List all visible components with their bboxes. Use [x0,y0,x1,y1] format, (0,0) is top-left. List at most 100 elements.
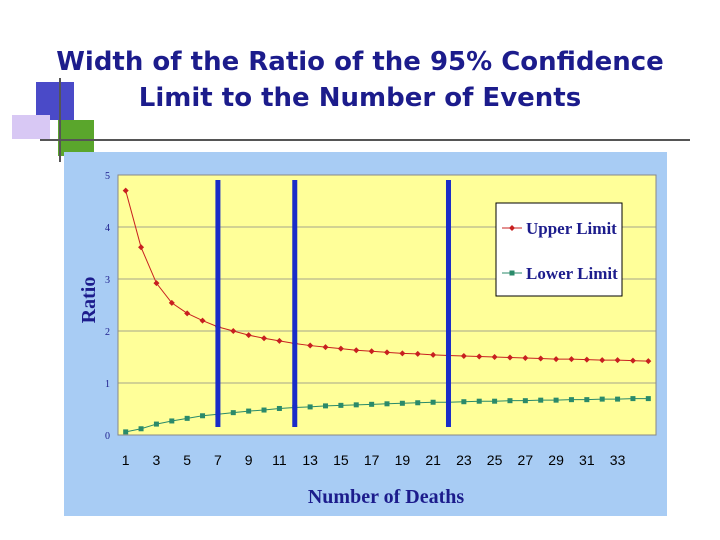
data-point-lower [645,396,651,402]
legend-box [495,202,623,297]
x-tick-label: 7 [214,452,222,468]
data-point-upper [368,348,375,355]
deco-blue-square [36,82,74,120]
x-tick-label: 3 [153,452,161,468]
x-tick-label: 17 [364,452,380,468]
data-point-upper [122,187,129,194]
data-point-upper [614,357,621,364]
data-point-lower [538,397,544,403]
deco-green-square [58,120,94,156]
data-point-lower [399,400,405,406]
x-tick-label: 5 [183,452,191,468]
data-point-lower [123,429,129,435]
x-tick-label: 29 [548,452,564,468]
data-point-upper [491,354,498,360]
data-point-upper [553,356,560,363]
x-tick-label: 1 [122,452,130,468]
data-point-lower [599,396,605,402]
deco-lavender-square [12,115,50,139]
x-tick-label: 13 [302,452,318,468]
y-axis-label: Ratio [78,277,100,324]
data-point-lower [584,397,590,403]
x-tick-label: 19 [395,452,411,468]
x-tick-label: 25 [487,452,503,468]
data-point-upper [276,337,283,344]
data-point-lower [384,401,390,407]
data-point-lower [138,426,144,432]
legend-label: Lower Limit [526,264,618,283]
data-point-upper [583,356,590,363]
x-tick-label: 23 [456,452,472,468]
legend-marker [509,225,515,231]
data-point-upper [322,344,329,351]
data-point-lower [476,398,482,404]
slide-title-line-2: Limit to the Number of Events [138,83,582,113]
data-point-upper [384,349,390,356]
data-point-lower [169,418,175,424]
data-point-upper [353,347,360,354]
data-point-upper [506,354,513,361]
x-tick-label: 27 [518,452,534,468]
data-point-upper [337,345,344,352]
data-point-lower [507,398,513,404]
data-point-lower [184,415,190,421]
data-point-lower [522,398,528,404]
y-tick-label: 0 [105,431,110,442]
data-point-upper [522,355,529,362]
x-axis-label: Number of Deaths [308,486,465,508]
data-point-upper [153,280,160,287]
data-point-upper [261,335,268,342]
data-point-upper [307,342,314,349]
legend-marker [509,270,515,276]
data-point-lower [369,401,375,407]
y-tick-label: 5 [105,171,110,182]
x-tick-label: 31 [579,452,595,468]
data-point-upper [399,350,406,357]
data-point-upper [629,357,636,364]
data-point-lower [353,402,359,408]
data-point-lower [338,402,344,408]
data-point-upper [599,357,606,364]
data-point-lower [615,396,621,402]
x-tick-label: 9 [245,452,253,468]
data-point-lower [461,399,467,405]
data-point-upper [568,356,575,363]
data-point-upper [138,244,145,251]
data-point-upper [199,317,206,324]
slide-title-line-1: Width of the Ratio of the 95% Confidence [56,47,664,77]
data-point-upper [245,332,252,339]
data-point-lower [307,404,313,410]
data-point-upper [184,310,191,317]
data-point-upper [414,350,421,357]
data-point-lower [200,413,206,419]
data-point-upper [537,355,544,362]
legend-label: Upper Limit [526,219,617,238]
x-tick-label: 21 [425,452,441,468]
x-tick-label: 33 [610,452,626,468]
x-tick-label: 11 [272,452,287,468]
data-point-upper [476,353,483,360]
data-point-lower [630,396,636,402]
data-point-lower [230,410,236,416]
y-tick-label: 4 [105,223,110,234]
data-point-lower [153,421,159,427]
data-point-lower [415,400,421,406]
data-point-lower [430,399,436,405]
data-point-lower [323,403,329,409]
data-point-lower [276,405,282,411]
data-point-upper [168,299,175,306]
slide-title: Width of the Ratio of the 95% Confidence… [40,44,680,116]
data-point-lower [492,398,498,404]
data-point-lower [261,407,267,413]
y-tick-label: 1 [105,379,110,390]
data-point-upper [430,351,437,358]
data-point-lower [568,397,574,403]
data-point-upper [645,358,652,365]
x-tick-label: 15 [333,452,349,468]
y-tick-label: 2 [105,327,110,338]
deco-horizontal-rule [40,139,690,141]
deco-vertical-rule [59,78,61,162]
y-tick-label: 3 [105,275,110,286]
data-point-lower [246,408,252,414]
